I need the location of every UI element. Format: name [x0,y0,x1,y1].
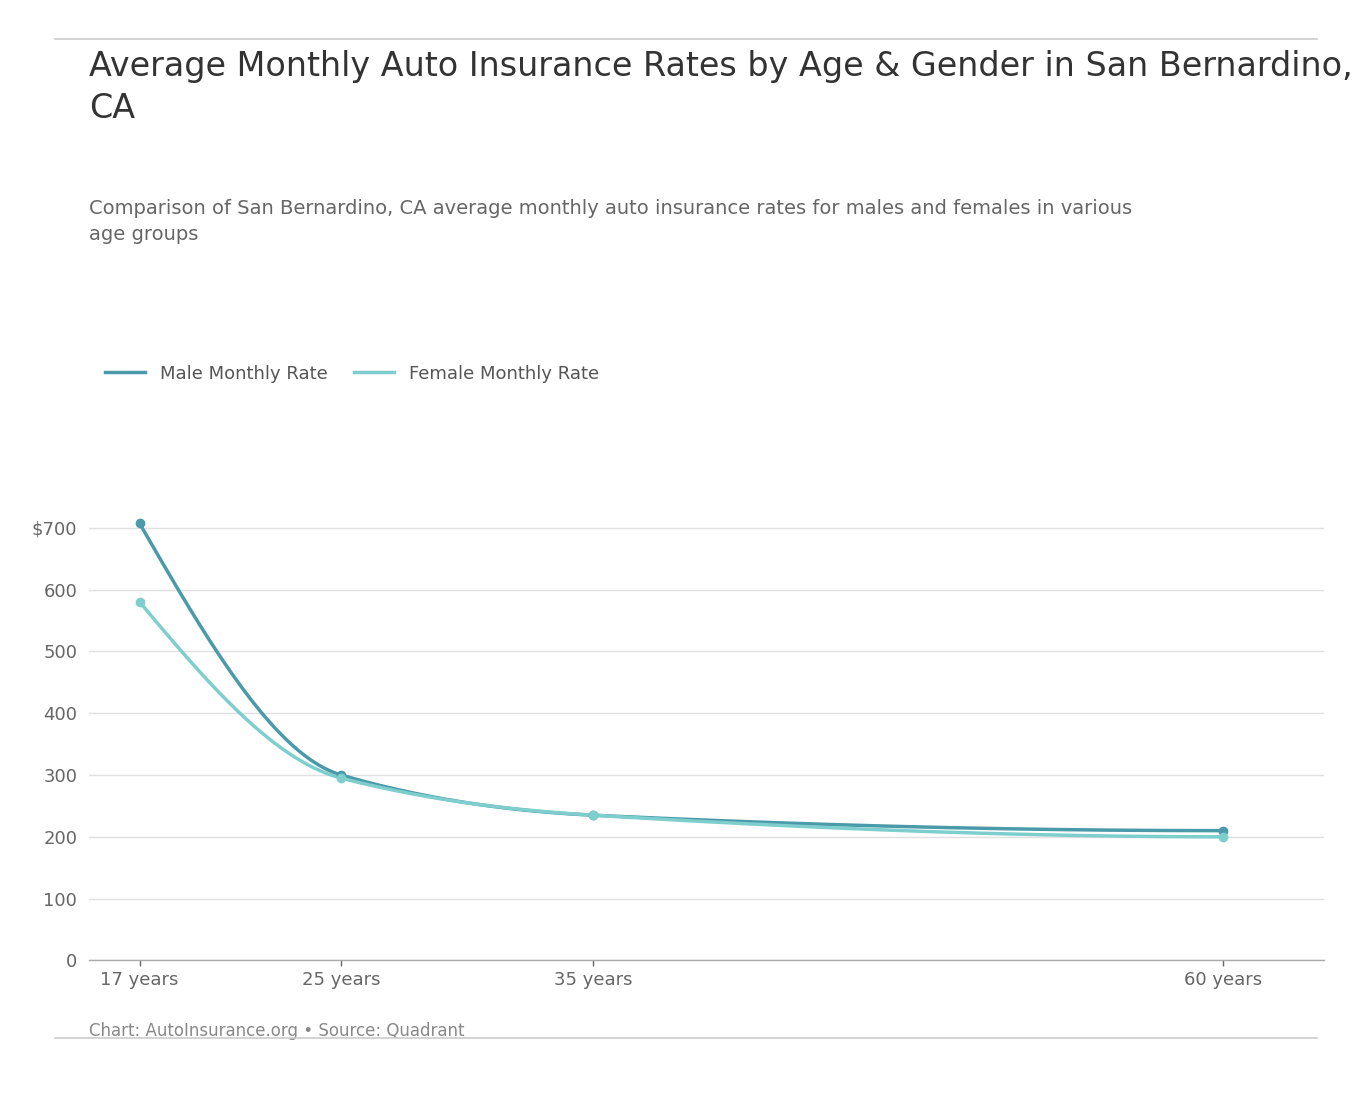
Text: Average Monthly Auto Insurance Rates by Age & Gender in San Bernardino,
CA: Average Monthly Auto Insurance Rates by … [89,50,1353,125]
Text: Comparison of San Bernardino, CA average monthly auto insurance rates for males : Comparison of San Bernardino, CA average… [89,199,1132,244]
Legend: Male Monthly Rate, Female Monthly Rate: Male Monthly Rate, Female Monthly Rate [99,358,606,390]
Text: Chart: AutoInsurance.org • Source: Quadrant: Chart: AutoInsurance.org • Source: Quadr… [89,1022,465,1040]
